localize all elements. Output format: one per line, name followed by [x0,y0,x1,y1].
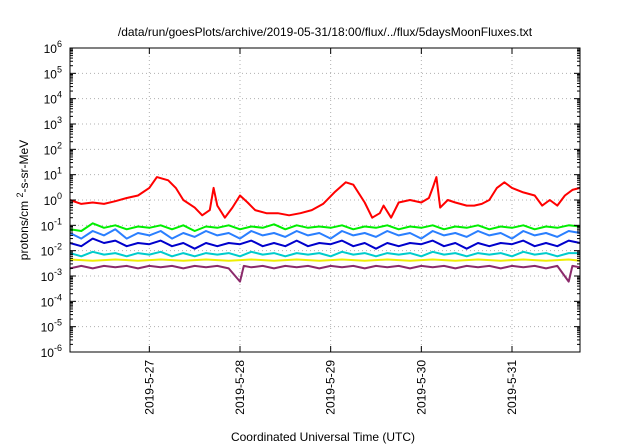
series-line-6 [69,258,581,262]
y-tick-label-exponent: 4 [57,90,62,100]
y-axis: 10-610-510-410-310-210-11001011021031041… [41,39,580,360]
y-tick-label-exponent: -3 [54,267,62,277]
x-tick-label: 2019-5-29 [324,360,338,415]
y-tick-label-exponent: -1 [54,216,62,226]
x-axis-label: Coordinated Universal Time (UTC) [231,430,415,444]
chart-title: /data/run/goesPlots/archive/2019-05-31/1… [118,25,533,39]
y-tick-label: 100 [44,191,62,208]
y-tick-label-base: 10 [41,270,55,284]
y-tick-label-exponent: -4 [54,292,62,302]
y-tick-label-base: 10 [44,194,58,208]
grid-lines [70,48,580,352]
y-tick-label-exponent: 1 [57,166,62,176]
y-tick-label: 106 [44,39,62,56]
y-tick-label-exponent: -6 [54,343,62,353]
y-tick-label-base: 10 [41,295,55,309]
y-tick-label: 10-6 [41,343,62,360]
y-tick-label-exponent: 3 [57,115,62,125]
y-tick-label-base: 10 [44,118,58,132]
series-layer [69,176,581,283]
x-tick-label: 2019-5-27 [142,360,156,415]
series-line-3 [69,228,581,240]
y-tick-label-base: 10 [44,67,58,81]
series-line-5 [69,250,580,258]
y-tick-label-exponent: 2 [57,140,62,150]
y-axis-label: protons/cm 2-s-sr-MeV [15,140,31,260]
y-tick-label: 10-2 [41,242,62,259]
series-line-1 [69,176,581,219]
y-axis-label-text: protons/cm [17,201,31,260]
y-tick-label-base: 10 [41,321,55,335]
series-line-7 [69,264,581,283]
y-tick-label-base: 10 [41,346,55,360]
series-line-4 [69,237,581,250]
series-line-2 [69,222,581,232]
y-tick-label-exponent: 6 [57,39,62,49]
y-tick-label-base: 10 [41,219,55,233]
y-tick-label-exponent: 5 [57,64,62,74]
y-tick-label: 10-5 [41,318,62,335]
y-tick-label: 105 [44,64,62,81]
y-tick-label-base: 10 [44,143,58,157]
x-tick-label: 2019-5-28 [233,360,247,415]
x-axis: 2019-5-27 2019-5-28 2019-5-29 2019-5-30 2019… [142,48,519,415]
y-tick-label: 103 [44,115,62,132]
y-tick-label-base: 10 [44,169,58,183]
y-tick-label-base: 10 [44,42,58,56]
y-tick-label: 104 [44,90,62,107]
y-tick-label-exponent: -5 [54,318,62,328]
y-tick-label-base: 10 [41,245,55,259]
y-axis-label-superscript: 2 [15,192,25,197]
y-tick-label-exponent: 0 [57,191,62,201]
y-tick-label: 102 [44,140,62,157]
x-tick-label: 2019-5-30 [414,360,428,415]
y-tick-label-base: 10 [44,93,58,107]
x-tick-label: 2019-5-31 [505,360,519,415]
y-tick-label: 10-4 [41,292,62,309]
y-tick-label-exponent: -2 [54,242,62,252]
y-tick-label: 101 [44,166,62,183]
y-tick-label: 10-1 [41,216,62,233]
y-tick-label: 10-3 [41,267,62,284]
y-axis-label-rest: -s-sr-MeV [17,140,31,193]
